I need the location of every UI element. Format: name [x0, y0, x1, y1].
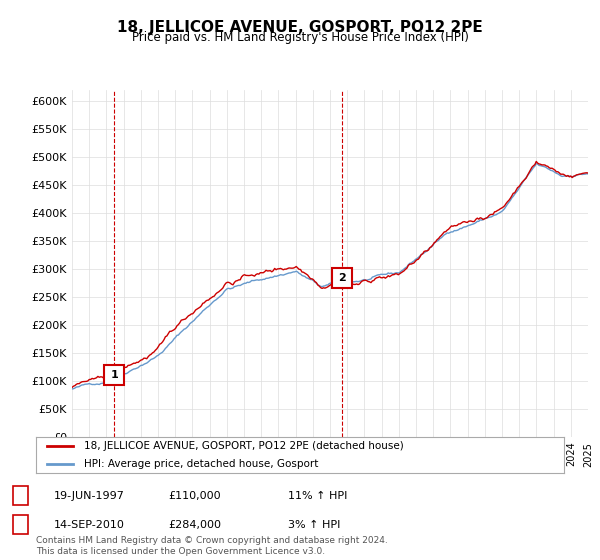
Text: 2: 2 — [338, 273, 346, 283]
Text: £110,000: £110,000 — [168, 491, 221, 501]
Text: 14-SEP-2010: 14-SEP-2010 — [54, 520, 125, 530]
Text: 18, JELLICOE AVENUE, GOSPORT, PO12 2PE: 18, JELLICOE AVENUE, GOSPORT, PO12 2PE — [117, 20, 483, 35]
Text: 3% ↑ HPI: 3% ↑ HPI — [288, 520, 340, 530]
Text: Contains HM Land Registry data © Crown copyright and database right 2024.
This d: Contains HM Land Registry data © Crown c… — [36, 536, 388, 556]
Text: 2: 2 — [17, 520, 24, 530]
Text: Price paid vs. HM Land Registry's House Price Index (HPI): Price paid vs. HM Land Registry's House … — [131, 31, 469, 44]
Text: 1: 1 — [17, 491, 24, 501]
Text: 11% ↑ HPI: 11% ↑ HPI — [288, 491, 347, 501]
Text: HPI: Average price, detached house, Gosport: HPI: Average price, detached house, Gosp… — [83, 459, 318, 469]
Text: 1: 1 — [110, 370, 118, 380]
Text: 18, JELLICOE AVENUE, GOSPORT, PO12 2PE (detached house): 18, JELLICOE AVENUE, GOSPORT, PO12 2PE (… — [83, 441, 403, 451]
Text: 19-JUN-1997: 19-JUN-1997 — [54, 491, 125, 501]
Text: £284,000: £284,000 — [168, 520, 221, 530]
